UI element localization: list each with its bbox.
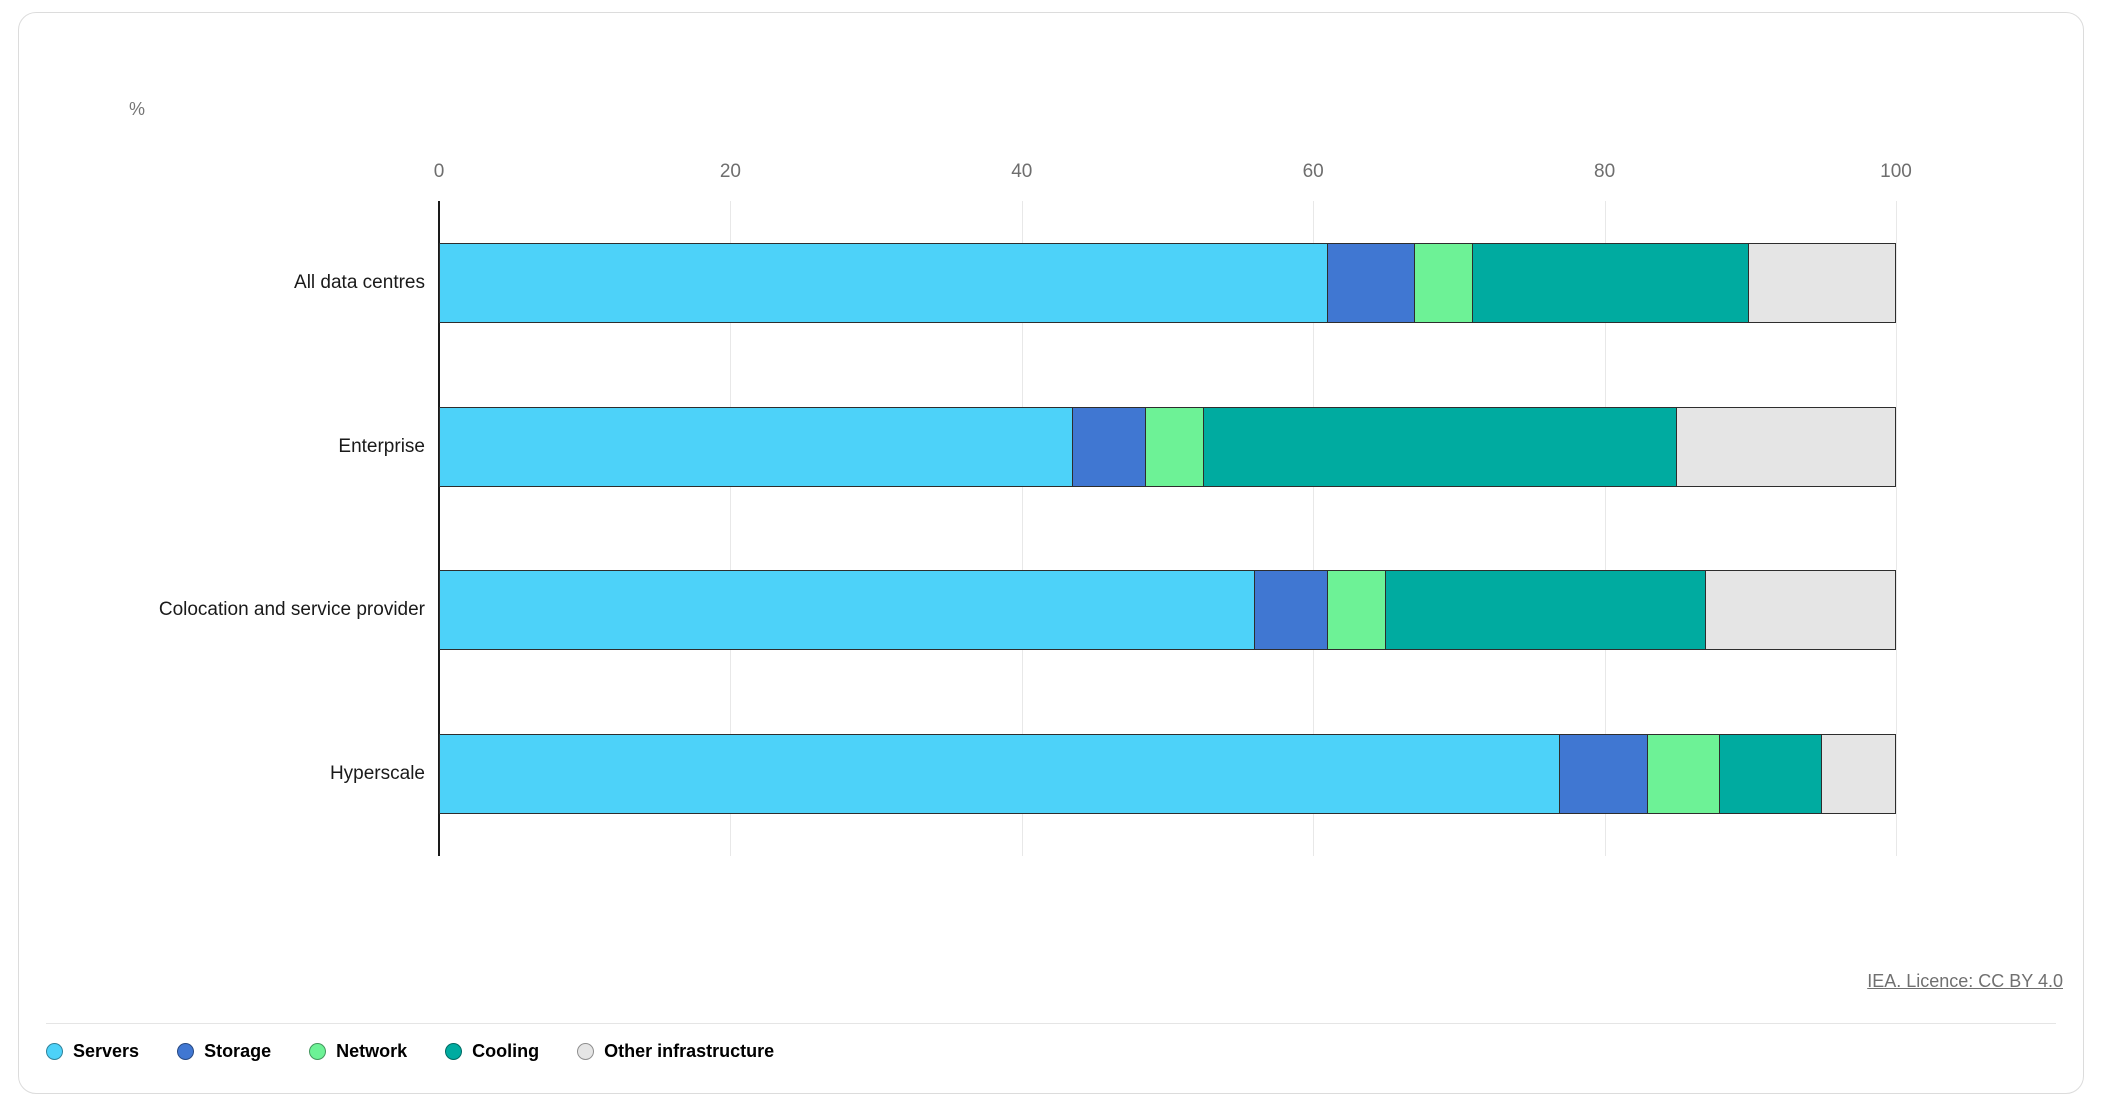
bar-segment-servers[interactable] [440,407,1073,486]
category-label: Hyperscale [329,763,425,785]
legend-swatch-icon [577,1043,595,1060]
legend-swatch-icon [445,1043,463,1060]
legend-swatch-icon [177,1043,195,1060]
legend-swatch-icon [46,1043,63,1060]
bar-segment-servers[interactable] [440,571,1255,650]
legend-label: Servers [73,1041,140,1061]
legend-swatch-icon [309,1043,327,1060]
legend-item-network[interactable]: Network [309,1041,407,1062]
bar-segment-cooling[interactable] [1203,407,1677,486]
bar-segment-servers[interactable] [440,243,1328,322]
bar-row [439,570,1896,651]
bar-segment-network[interactable] [1647,735,1721,814]
bar-segment-cooling[interactable] [1385,571,1706,650]
gridline [1021,201,1023,856]
x-axis-ticks: 0 20 40 60 80 100 [19,161,2085,185]
y-axis-line [438,201,440,856]
legend-label: Cooling [472,1041,540,1061]
gridline [1604,201,1606,856]
x-tick-label: 80 [1594,161,1616,182]
legend-label: Storage [204,1041,272,1061]
bar-segment-cooling[interactable] [1473,243,1750,322]
bar-segment-other-infrastructure[interactable] [1749,243,1895,322]
legend-item-servers[interactable]: Servers [46,1041,139,1062]
bar-row [439,406,1896,487]
legend-divider [46,1023,2056,1024]
legend-label: Network [336,1041,408,1061]
x-tick-label: 40 [1011,161,1033,182]
category-label: Colocation and service provider [158,599,425,621]
x-tick-label: 0 [433,161,445,182]
bar-segment-cooling[interactable] [1720,735,1823,814]
legend-item-other-infrastructure[interactable]: Other infrastructure [577,1041,774,1062]
legend: Servers Storage Network Cooling Other infras… [46,1041,774,1062]
bar-segment-servers[interactable] [440,735,1561,814]
category-label: Enterprise [338,435,425,457]
legend-label: Other infrastructure [604,1041,775,1061]
bar-segment-storage[interactable] [1560,735,1648,814]
category-label: All data centres [294,271,425,293]
axis-unit-label: % [129,99,146,119]
licence-link[interactable]: IEA. Licence: CC BY 4.0 [1867,971,2063,991]
bar-row [439,242,1896,323]
bar-row [439,734,1896,815]
plot-area [438,201,1897,856]
legend-item-cooling[interactable]: Cooling [445,1041,539,1062]
bar-segment-other-infrastructure[interactable] [1676,407,1895,486]
x-tick-label: 100 [1880,161,1912,182]
bar-segment-storage[interactable] [1072,407,1146,486]
legend-item-storage[interactable]: Storage [177,1041,271,1062]
bar-segment-network[interactable] [1414,243,1474,322]
gridline [1313,201,1315,856]
chart-card: % 0 20 40 60 80 100 IEA. Licence: CC BY 4.0 S… [18,12,2084,1094]
x-tick-label: 60 [1302,161,1324,182]
bar-segment-network[interactable] [1327,571,1386,650]
x-tick-label: 20 [719,161,741,182]
bar-segment-network[interactable] [1145,407,1204,486]
bar-segment-storage[interactable] [1327,243,1415,322]
gridline [730,201,732,856]
bar-segment-other-infrastructure[interactable] [1822,735,1895,814]
gridline [1896,201,1897,856]
bar-segment-storage[interactable] [1254,571,1328,650]
bar-segment-other-infrastructure[interactable] [1705,571,1895,650]
